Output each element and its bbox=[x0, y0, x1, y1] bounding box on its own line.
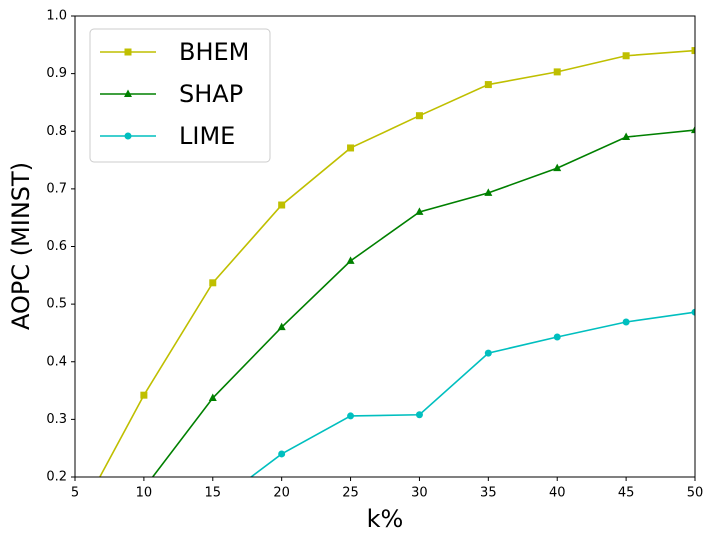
legend-label: BHEM bbox=[179, 38, 249, 66]
marker bbox=[484, 81, 492, 89]
x-tick-label: 35 bbox=[480, 486, 497, 501]
marker bbox=[278, 201, 286, 209]
marker bbox=[553, 333, 561, 341]
x-tick-label: 20 bbox=[273, 486, 290, 501]
marker bbox=[124, 132, 132, 140]
line bbox=[249, 311, 695, 477]
x-axis-label: k% bbox=[367, 505, 404, 533]
marker bbox=[277, 322, 286, 331]
marker bbox=[622, 318, 630, 326]
marker bbox=[691, 125, 695, 134]
marker bbox=[347, 412, 355, 420]
y-tick-label: 0.3 bbox=[46, 412, 67, 427]
y-tick-label: 1.0 bbox=[46, 9, 67, 24]
line bbox=[98, 49, 695, 477]
marker bbox=[346, 256, 355, 264]
legend: BHEM SHAP LIME bbox=[89, 28, 271, 163]
x-tick-label: 5 bbox=[71, 486, 79, 501]
marker bbox=[124, 48, 132, 56]
x-tick-label: 45 bbox=[618, 486, 635, 501]
marker bbox=[208, 393, 217, 402]
marker bbox=[140, 391, 148, 399]
y-tick-label: 0.8 bbox=[46, 124, 67, 139]
marker bbox=[209, 502, 216, 509]
marker bbox=[209, 279, 217, 287]
legend-label: SHAP bbox=[179, 80, 243, 108]
plot-frame bbox=[74, 15, 696, 478]
marker bbox=[415, 112, 423, 120]
marker bbox=[278, 450, 286, 458]
legend-label: LIME bbox=[179, 122, 235, 150]
x-tick-label: 10 bbox=[136, 486, 153, 501]
y-tick-label: 0.2 bbox=[46, 470, 67, 485]
y-tick-label: 0.4 bbox=[46, 354, 67, 369]
line bbox=[151, 129, 695, 477]
marker bbox=[415, 411, 423, 419]
marker bbox=[691, 47, 695, 55]
marker bbox=[347, 144, 355, 152]
x-tick-label: 25 bbox=[342, 486, 359, 501]
marker bbox=[72, 520, 79, 527]
x-tick-label: 50 bbox=[687, 486, 704, 501]
marker bbox=[484, 349, 492, 357]
marker bbox=[691, 308, 695, 316]
x-tick-label: 30 bbox=[411, 486, 428, 501]
y-tick-label: 0.9 bbox=[46, 66, 67, 81]
marker bbox=[484, 188, 493, 196]
marker bbox=[415, 207, 424, 215]
x-tick-label: 40 bbox=[549, 486, 566, 501]
legend-box bbox=[89, 28, 271, 163]
x-tick-label: 15 bbox=[205, 486, 222, 501]
marker bbox=[124, 89, 132, 97]
y-tick-label: 0.6 bbox=[46, 239, 67, 254]
marker bbox=[553, 163, 562, 172]
marker bbox=[553, 68, 561, 76]
y-tick-label: 0.5 bbox=[46, 297, 67, 312]
marker bbox=[622, 132, 631, 141]
marker bbox=[622, 52, 630, 60]
y-tick-label: 0.7 bbox=[46, 181, 67, 196]
plot-area bbox=[72, 47, 695, 527]
y-axis-label: AOPC (MINST) bbox=[7, 162, 35, 330]
